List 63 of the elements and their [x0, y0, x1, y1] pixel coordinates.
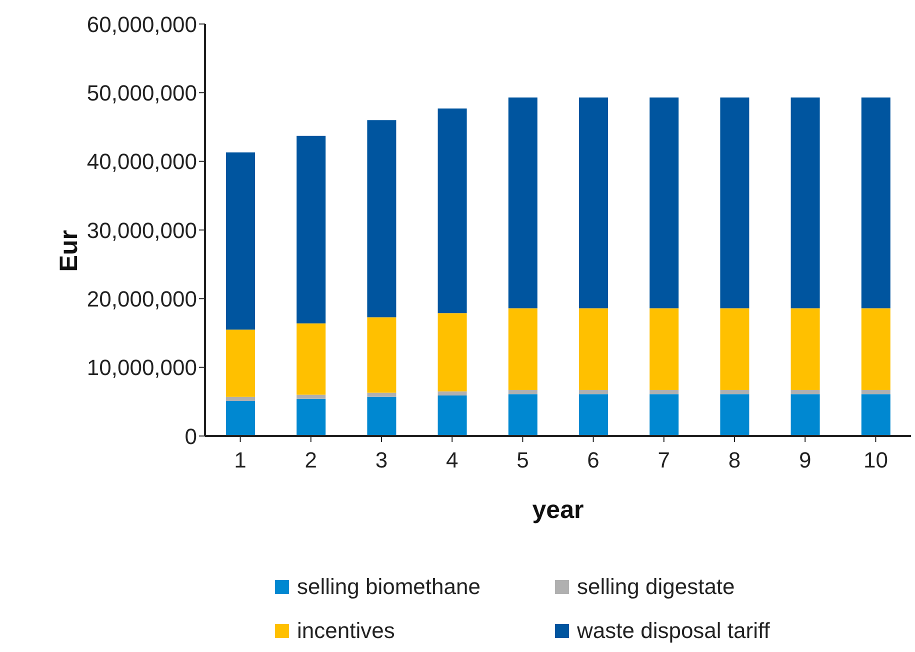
bar — [650, 390, 679, 394]
x-tick-label: 2 — [304, 448, 318, 473]
bar — [367, 120, 396, 318]
bar — [579, 394, 608, 436]
bar — [508, 97, 538, 308]
x-tick-label: 6 — [587, 448, 600, 473]
bar — [861, 390, 890, 394]
bar — [579, 97, 608, 308]
bar — [720, 97, 750, 308]
bar — [720, 390, 750, 394]
x-tick-label: 7 — [658, 448, 670, 473]
legend-label: selling biomethane — [297, 574, 480, 600]
bar — [367, 392, 396, 397]
bar — [650, 394, 679, 436]
bar — [508, 394, 538, 436]
x-tick-label: 1 — [234, 448, 246, 473]
bar — [226, 396, 255, 401]
y-tick-label: 10,000,000 — [86, 355, 197, 380]
bar — [508, 390, 538, 394]
bar — [508, 308, 538, 390]
bar — [790, 97, 820, 308]
y-tick-label: 40,000,000 — [86, 149, 197, 174]
y-axis-title: Eur — [54, 230, 83, 272]
bar — [367, 317, 396, 393]
y-tick-label: 50,000,000 — [86, 80, 197, 106]
x-tick-label: 9 — [798, 448, 812, 473]
bar — [650, 97, 679, 308]
bar — [790, 394, 820, 436]
bar — [438, 313, 467, 392]
bar — [720, 394, 750, 436]
bar — [579, 390, 608, 394]
bar — [226, 152, 255, 330]
y-tick-label: 60,000,000 — [86, 12, 197, 37]
x-tick-label: 5 — [516, 448, 529, 473]
bar — [861, 97, 890, 308]
x-tick-label: 3 — [375, 448, 388, 473]
bar — [438, 108, 467, 314]
x-tick-label: 8 — [728, 448, 741, 473]
bar — [861, 394, 890, 436]
bar — [438, 395, 467, 436]
y-tick-label: 0 — [184, 424, 197, 449]
bar — [367, 396, 396, 436]
bar — [790, 390, 820, 394]
bar — [296, 398, 326, 436]
x-axis-title: year — [532, 496, 584, 524]
bar — [226, 330, 255, 397]
bar — [720, 308, 750, 390]
legend-label: selling digestate — [577, 574, 735, 600]
legend-label: waste disposal tariff — [577, 618, 770, 644]
y-tick-label: 30,000,000 — [86, 218, 197, 243]
bar — [861, 308, 890, 390]
bar — [296, 323, 326, 395]
bar — [296, 394, 326, 399]
y-tick-label: 20,000,000 — [86, 286, 197, 312]
bar — [650, 308, 679, 390]
bar — [296, 136, 326, 324]
bar — [438, 391, 467, 396]
x-tick-label: 4 — [446, 448, 458, 473]
x-tick-label: 10 — [863, 448, 888, 473]
legend-label: incentives — [297, 618, 395, 644]
bar — [579, 308, 608, 390]
bar — [790, 308, 820, 390]
bar — [226, 400, 255, 436]
